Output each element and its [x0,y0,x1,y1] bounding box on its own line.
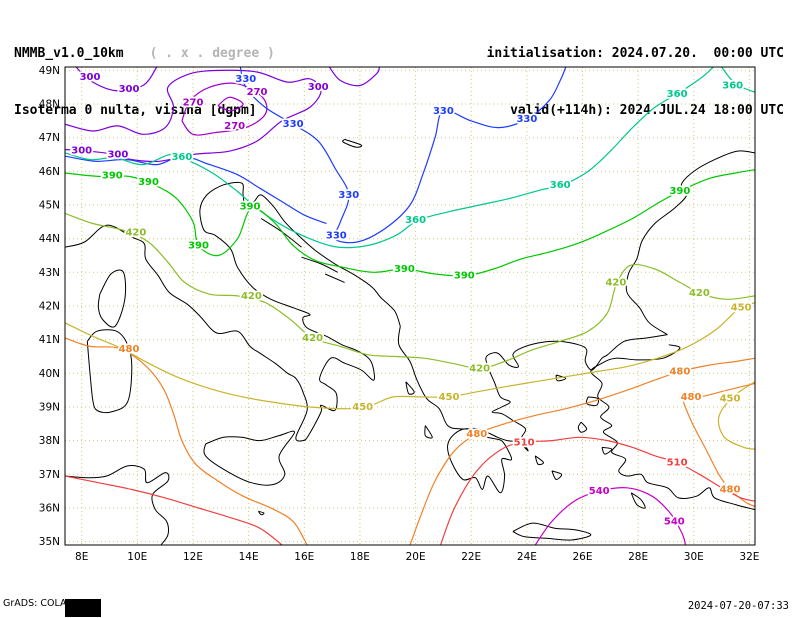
svg-text:480: 480 [119,344,140,355]
svg-text:38N: 38N [39,435,60,447]
map-frame [64,66,756,546]
svg-text:390: 390 [240,202,261,213]
svg-text:480: 480 [720,485,741,496]
svg-text:270: 270 [183,97,204,108]
contour-value-labels: 270 270 270 300 300 300 300 300 330 330 330 330 330 3… [70,70,754,529]
svg-text:270: 270 [224,121,245,132]
svg-text:300: 300 [107,150,128,161]
header-line1: NMMB_v1.0_10km ( . x . degree ) [14,44,275,63]
svg-text:360: 360 [722,81,743,92]
svg-text:300: 300 [71,146,92,157]
coastlines [65,138,755,545]
svg-text:42N: 42N [39,301,60,313]
svg-text:40N: 40N [39,368,60,380]
svg-text:540: 540 [589,486,610,497]
svg-text:44N: 44N [39,233,60,245]
svg-text:10E: 10E [127,551,147,563]
svg-text:24E: 24E [517,551,537,563]
svg-text:450: 450 [439,392,460,403]
svg-text:330: 330 [516,114,537,125]
svg-text:330: 330 [433,106,454,117]
svg-text:330: 330 [326,230,347,241]
svg-text:39N: 39N [39,402,60,414]
svg-text:35N: 35N [39,536,60,548]
contour-lines [65,67,755,545]
svg-text:540: 540 [664,516,685,527]
svg-text:450: 450 [720,394,741,405]
model-name: NMMB_v1.0_10km [14,46,124,61]
grid-resolution-note: ( . x . degree ) [149,46,275,61]
creation-timestamp: 2024-07-20-07:33 [687,600,789,612]
svg-text:43N: 43N [39,267,60,279]
svg-text:330: 330 [283,119,304,130]
svg-text:18E: 18E [350,551,370,563]
svg-text:26E: 26E [573,551,593,563]
svg-text:46N: 46N [39,166,60,178]
svg-text:480: 480 [681,392,702,403]
svg-text:390: 390 [102,170,123,181]
svg-text:480: 480 [669,367,690,378]
svg-text:510: 510 [667,458,688,469]
valid-time-label: valid(+114h): 2024.JUL.24 18:00 UTC [510,103,784,118]
svg-text:390: 390 [669,186,690,197]
svg-text:22E: 22E [461,551,481,563]
svg-text:360: 360 [667,89,688,100]
svg-text:390: 390 [138,177,159,188]
svg-text:300: 300 [308,82,329,93]
svg-text:36N: 36N [39,503,60,515]
init-time-label: initialisation: 2024.07.20. 00:00 UTC [486,46,784,61]
grid-lines [65,67,755,545]
svg-text:14E: 14E [239,551,259,563]
svg-text:390: 390 [188,240,209,251]
svg-text:420: 420 [241,291,262,302]
svg-text:330: 330 [235,74,256,85]
svg-text:32E: 32E [739,551,759,563]
svg-text:20E: 20E [406,551,426,563]
svg-text:300: 300 [119,84,140,95]
axis-tick-labels: 8E 10E 12E 14E 16E 18E 20E 22E 24E 26E 28E 30E 32E 35… [39,65,760,563]
header-right: initialisation: 2024.07.20. 00:00 UTC va… [487,6,784,158]
svg-text:510: 510 [514,437,535,448]
svg-text:390: 390 [394,264,415,275]
svg-text:360: 360 [171,152,192,163]
grads-credit: GrADS: COLA/IGES [3,598,92,609]
svg-text:30E: 30E [684,551,704,563]
svg-text:49N: 49N [39,65,60,77]
svg-text:420: 420 [125,228,146,239]
svg-text:41N: 41N [39,334,60,346]
svg-text:450: 450 [352,402,373,413]
svg-text:420: 420 [469,363,490,374]
svg-text:360: 360 [405,215,426,226]
svg-text:420: 420 [302,333,323,344]
svg-text:420: 420 [605,277,626,288]
logo-box [65,599,101,617]
svg-text:270: 270 [247,87,268,98]
svg-text:300: 300 [80,72,101,83]
svg-text:48N: 48N [39,99,60,111]
svg-text:12E: 12E [183,551,203,563]
header-left: NMMB_v1.0_10km ( . x . degree ) Isoterma … [14,6,275,158]
svg-text:330: 330 [338,190,359,201]
svg-text:28E: 28E [628,551,648,563]
svg-text:16E: 16E [294,551,314,563]
svg-text:450: 450 [731,303,752,314]
svg-text:390: 390 [454,271,475,282]
chart-title: Isoterma 0 nulta, visina [dgpm] [14,103,257,118]
svg-text:47N: 47N [39,132,60,144]
svg-text:37N: 37N [39,469,60,481]
svg-text:360: 360 [550,180,571,191]
svg-text:45N: 45N [39,200,60,212]
svg-text:420: 420 [689,288,710,299]
svg-text:480: 480 [466,429,487,440]
svg-text:8E: 8E [75,551,88,563]
